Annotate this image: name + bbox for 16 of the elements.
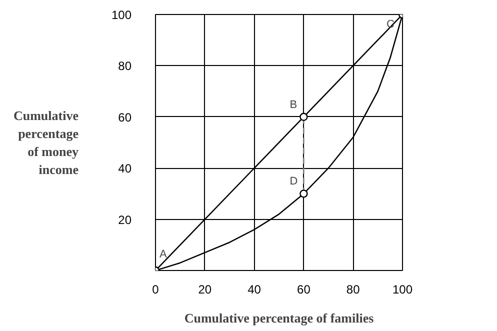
y-tick-label: 100	[111, 8, 132, 22]
x-tick-label: 100	[392, 282, 413, 296]
x-tick-label: 80	[346, 282, 360, 296]
x-tick-label: 60	[297, 282, 311, 296]
x-tick-label: 20	[198, 282, 212, 296]
y-tick-label: 60	[118, 110, 132, 124]
y-axis-title: Cumulative percentage of money income	[13, 108, 79, 177]
y-tick-label: 80	[118, 59, 132, 74]
annotation: B	[290, 98, 298, 111]
x-axis-title: Cumulative percentage of families	[184, 310, 374, 326]
y-tick-label: 40	[118, 162, 132, 176]
y-tick-label: 20	[118, 212, 132, 227]
x-tick-label: 0	[152, 282, 160, 296]
x-tick-label: 40	[248, 282, 262, 296]
annotation: D	[290, 176, 298, 188]
annotation: A	[160, 248, 168, 260]
